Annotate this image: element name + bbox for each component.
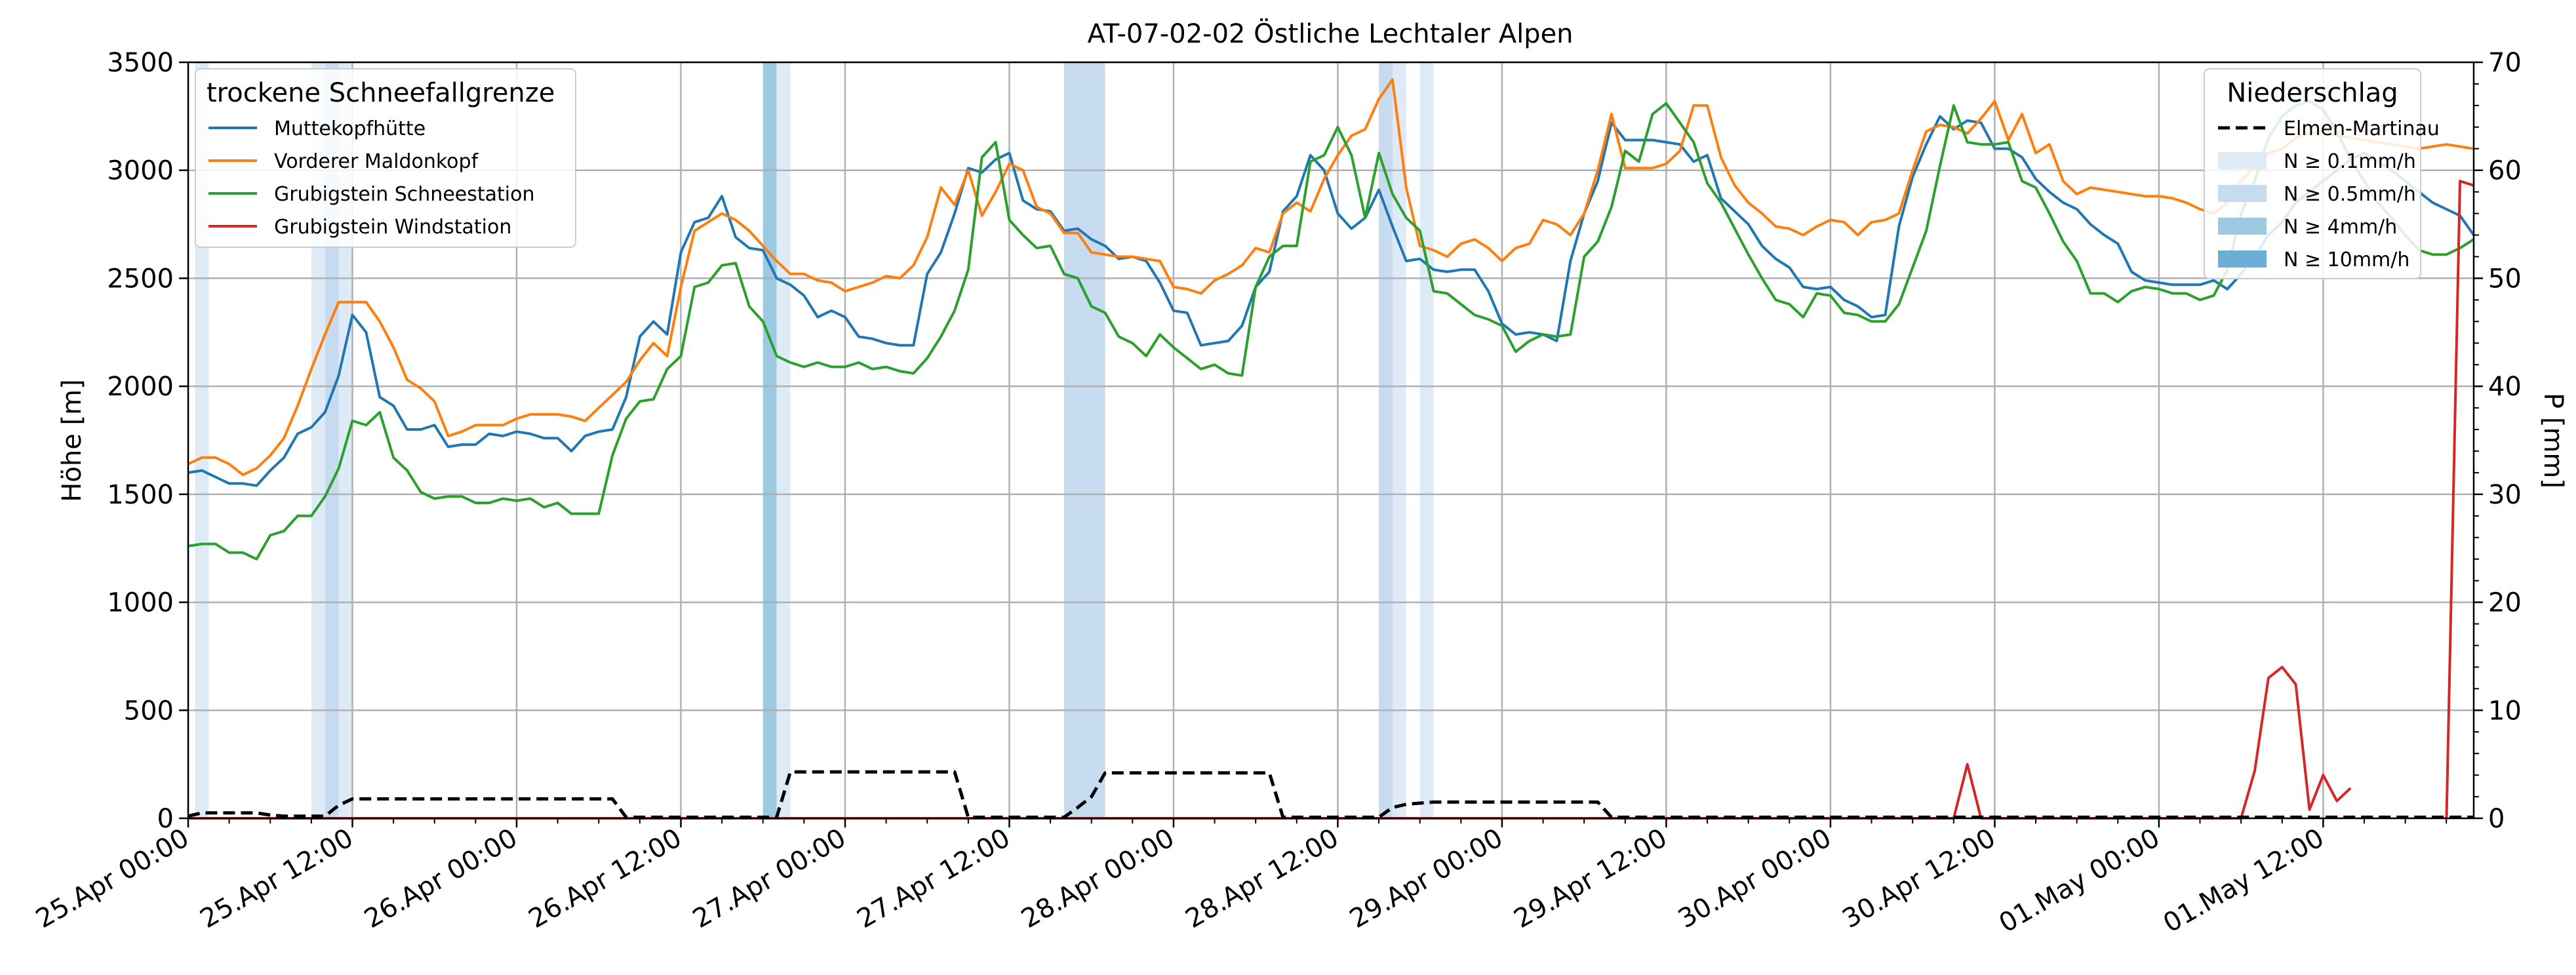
precip-band-6 bbox=[1063, 62, 1105, 818]
y-tick-label-right-7: 70 bbox=[2488, 48, 2522, 78]
y-axis-label-left: Höhe [m] bbox=[57, 379, 87, 502]
legend-left: trockene Schneefallgrenze Muttekopfhütte… bbox=[195, 68, 576, 248]
y-tick-label-left-0: 0 bbox=[157, 804, 174, 834]
series-line-4 bbox=[188, 770, 2474, 819]
legend-left-label-1: Vorderer Maldonkopf bbox=[274, 150, 479, 173]
y-tick-label-left-5: 2500 bbox=[107, 264, 174, 294]
legend-right-swatch-4 bbox=[2218, 250, 2267, 268]
chart-title: AT-07-02-02 Östliche Lechtaler Alpen bbox=[1087, 18, 1573, 49]
y-tick-label-right-6: 60 bbox=[2488, 156, 2522, 186]
y-tick-label-right-2: 20 bbox=[2488, 588, 2522, 618]
precip-band-1 bbox=[311, 62, 325, 818]
precip-band-2 bbox=[325, 62, 339, 818]
legend-right: Niederschlag Elmen-Martinau N ≥ 0.1mm/h N … bbox=[2204, 68, 2440, 279]
legend-right-swatch-1 bbox=[2218, 152, 2267, 169]
legend-left-label-0: Muttekopfhütte bbox=[274, 117, 426, 140]
y-tick-label-right-5: 50 bbox=[2488, 264, 2522, 294]
legend-left-frame bbox=[195, 68, 576, 248]
legend-right-swatch-2 bbox=[2218, 185, 2267, 202]
legend-right-label-1: N ≥ 0.1mm/h bbox=[2284, 150, 2416, 173]
y-tick-label-right-1: 10 bbox=[2488, 696, 2522, 726]
legend-left-label-3: Grubigstein Windstation bbox=[274, 216, 511, 239]
plot-frame bbox=[187, 61, 2475, 820]
series-line-0 bbox=[188, 115, 2475, 487]
y-axis-label-right: P [mm] bbox=[2538, 393, 2568, 488]
y-tick-label-left-1: 500 bbox=[124, 696, 174, 726]
precip-band-5 bbox=[776, 62, 791, 818]
legend-left-label-2: Grubigstein Schneestation bbox=[274, 183, 534, 206]
precip-band-9 bbox=[1419, 62, 1434, 818]
precip-band-0 bbox=[195, 62, 209, 818]
series-line-2 bbox=[188, 100, 2475, 561]
precip-band-7 bbox=[1379, 62, 1393, 818]
y-tick-label-left-2: 1000 bbox=[107, 588, 174, 618]
y-tick-label-left-4: 2000 bbox=[107, 372, 174, 402]
legend-right-label-3: N ≥ 4mm/h bbox=[2284, 216, 2397, 239]
series-line-1 bbox=[188, 78, 2474, 477]
legend-right-label-2: N ≥ 0.5mm/h bbox=[2284, 183, 2416, 206]
y-tick-label-left-3: 1500 bbox=[107, 480, 174, 510]
legend-right-label-4: N ≥ 10mm/h bbox=[2284, 249, 2409, 271]
legend-left-entries: Muttekopfhütte Vorderer Maldonkopf Grubigs… bbox=[208, 117, 534, 239]
legend-right-title: Niederschlag bbox=[2227, 78, 2398, 108]
y-tick-label-right-0: 0 bbox=[2488, 804, 2505, 834]
y-tick-label-left-6: 3000 bbox=[107, 156, 174, 186]
legend-right-entries: Elmen-Martinau N ≥ 0.1mm/h N ≥ 0.5mm/h N ≥ … bbox=[2218, 117, 2440, 271]
legend-left-title: trockene Schneefallgrenze bbox=[207, 78, 555, 108]
series-group bbox=[188, 78, 2475, 820]
series-line-3 bbox=[188, 180, 2474, 820]
legend-right-label-0: Elmen-Martinau bbox=[2284, 117, 2440, 140]
y-tick-label-left-7: 3500 bbox=[107, 48, 174, 78]
precip-band-4 bbox=[763, 62, 777, 818]
legend-right-swatch-3 bbox=[2218, 218, 2267, 235]
y-tick-label-right-3: 30 bbox=[2488, 480, 2522, 510]
y-tick-label-right-4: 40 bbox=[2488, 372, 2522, 402]
